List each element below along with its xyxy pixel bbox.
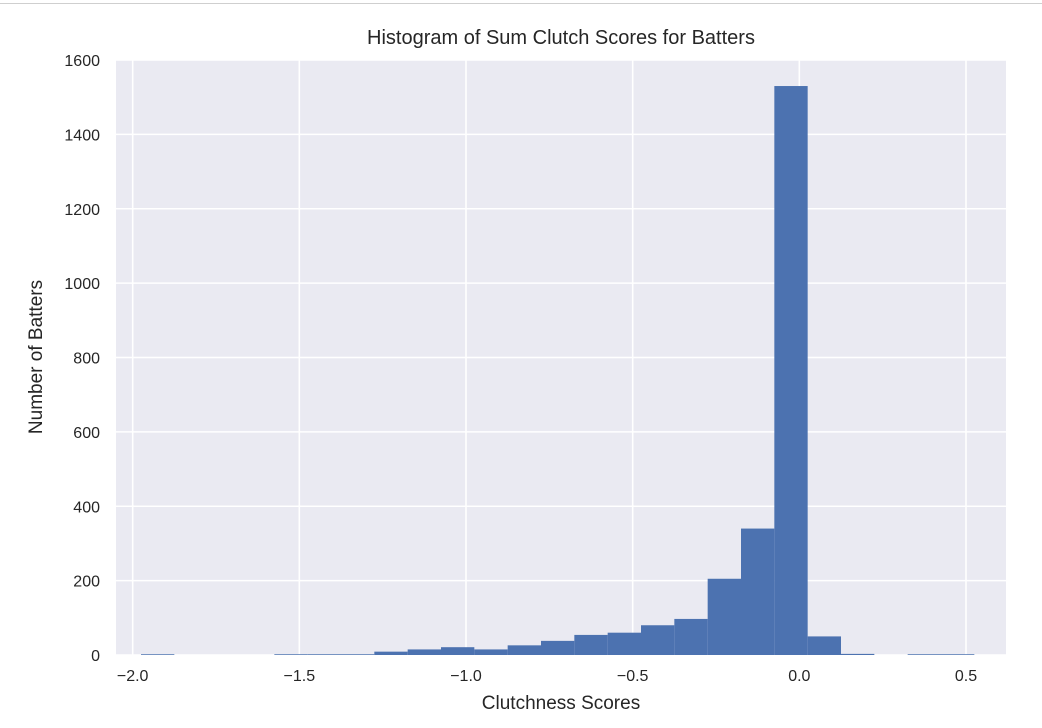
- notebook-cell-top-border: [0, 0, 1042, 4]
- histogram-bar: [274, 654, 308, 655]
- histogram-bar: [641, 625, 675, 655]
- histogram-bar: [674, 618, 708, 655]
- histogram-bar: [941, 654, 975, 655]
- y-tick-label: 200: [73, 574, 100, 591]
- histogram-bar: [841, 653, 875, 655]
- histogram-bar: [741, 528, 775, 655]
- histogram-bars: [141, 86, 975, 655]
- chart-title: Histogram of Sum Clutch Scores for Batte…: [367, 27, 755, 49]
- y-tick-label: 1600: [64, 53, 100, 70]
- histogram-bar: [474, 649, 508, 655]
- histogram-bar: [774, 86, 808, 655]
- x-tick-label: −1.0: [450, 668, 482, 685]
- y-tick-label: 800: [73, 351, 100, 368]
- x-tick-label: 0.5: [955, 668, 977, 685]
- y-axis-ticks: 0 200 400 600 800 1000 1200 1400 1600: [64, 53, 100, 665]
- histogram-bar: [907, 654, 941, 655]
- x-tick-label: 0.0: [788, 668, 810, 685]
- histogram-bar: [374, 651, 408, 655]
- y-tick-label: 1400: [64, 127, 100, 144]
- histogram-bar: [341, 654, 375, 655]
- histogram-bar: [141, 654, 175, 655]
- histogram-bar: [541, 640, 575, 655]
- histogram-bar: [407, 649, 441, 655]
- histogram-bar: [307, 654, 341, 655]
- histogram-bar: [807, 636, 841, 655]
- x-tick-label: −1.5: [284, 668, 316, 685]
- x-tick-label: −2.0: [117, 668, 149, 685]
- histogram-bar: [574, 634, 608, 655]
- y-tick-label: 1200: [64, 202, 100, 219]
- y-tick-label: 1000: [64, 276, 100, 293]
- y-tick-label: 600: [73, 425, 100, 442]
- histogram-bar: [507, 645, 541, 655]
- histogram-bar: [707, 578, 741, 655]
- histogram-bar: [607, 632, 641, 655]
- x-tick-label: −0.5: [617, 668, 649, 685]
- y-tick-label: 0: [91, 648, 100, 665]
- y-axis-label: Number of Batters: [26, 280, 47, 434]
- y-tick-label: 400: [73, 499, 100, 516]
- histogram-bar: [441, 647, 475, 655]
- x-axis-label: Clutchness Scores: [482, 693, 640, 714]
- x-axis-ticks: −2.0 −1.5 −1.0 −0.5 0.0 0.5: [117, 668, 977, 685]
